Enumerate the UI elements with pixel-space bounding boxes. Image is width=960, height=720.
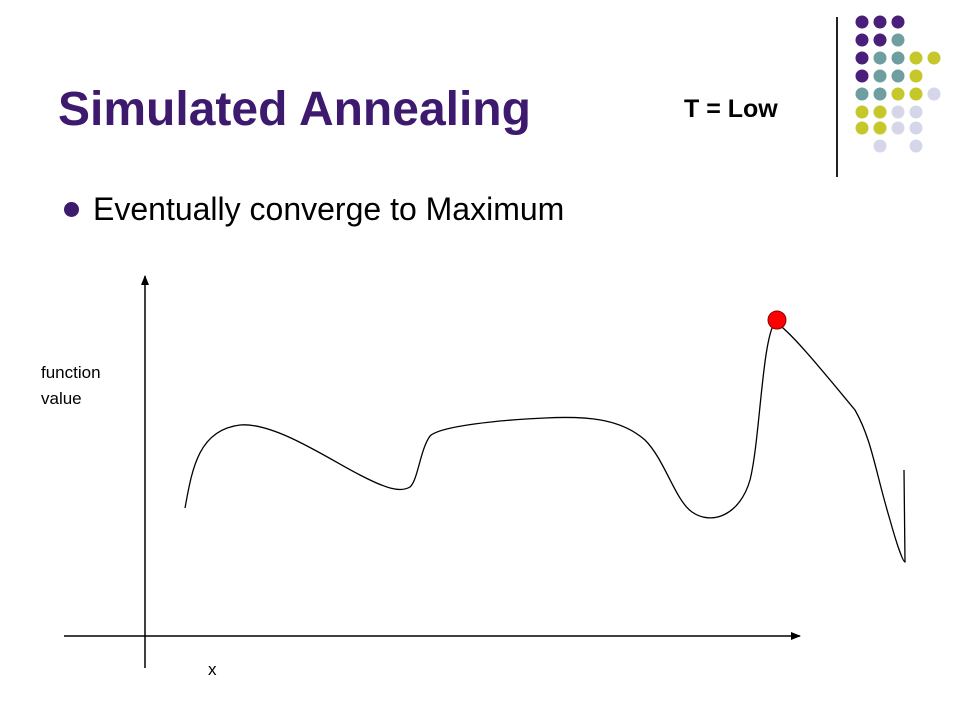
bullet-dot-icon bbox=[64, 202, 79, 217]
y-axis-label: function value bbox=[41, 363, 101, 408]
current-solution-marker bbox=[767, 310, 787, 330]
bullet-item: Eventually converge to Maximum bbox=[64, 191, 564, 228]
x-axis-label: x bbox=[208, 660, 217, 679]
decor-vertical-line bbox=[836, 17, 838, 177]
function-curve bbox=[184, 321, 906, 563]
temperature-label: T = Low bbox=[684, 95, 778, 123]
slide-title: Simulated Annealing bbox=[58, 83, 531, 136]
bullet-text: Eventually converge to Maximum bbox=[93, 191, 565, 227]
